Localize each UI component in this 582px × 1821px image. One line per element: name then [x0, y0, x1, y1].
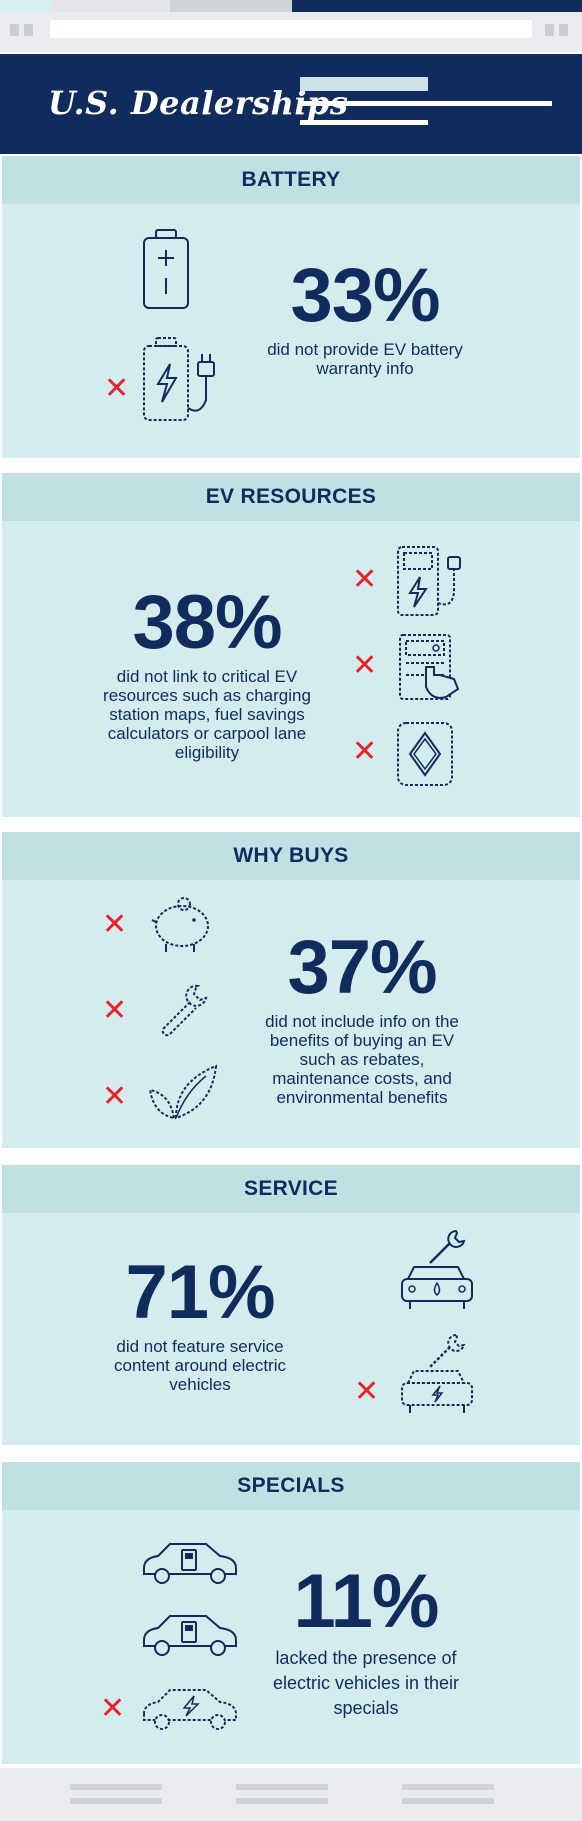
- x-mark-icon: ✕: [354, 1374, 380, 1409]
- leaf-icon: [146, 1062, 220, 1122]
- nav-forward-icon[interactable]: [24, 24, 33, 36]
- car-fuel-icon: [140, 1610, 240, 1658]
- menu-icon[interactable]: [545, 24, 554, 36]
- section-why-buys: WHY BUYS ✕ ✕ ✕ 37% did not include info …: [2, 832, 580, 1148]
- browser-tab-active[interactable]: [292, 0, 582, 12]
- ev-wrench-icon: [398, 1331, 478, 1417]
- ev-car-icon: [140, 1684, 240, 1732]
- battery-charging-plug-icon: [140, 336, 236, 424]
- section-ev-resources: EV RESOURCES 38% did not link to critica…: [2, 473, 580, 817]
- stat-description: lacked the presence of electric vehicles…: [272, 1648, 460, 1718]
- header-placeholder-bar: [300, 77, 428, 91]
- section-battery: BATTERY ✕ 33% did not provide EV battery…: [2, 156, 580, 458]
- stat-block: 38% did not link to critical EV resource…: [94, 580, 320, 763]
- header-placeholder-line: [300, 101, 552, 106]
- stat-description: did not feature service content around e…: [114, 1337, 286, 1394]
- footer-link[interactable]: [402, 1798, 494, 1804]
- nav-back-icon[interactable]: [10, 24, 19, 36]
- footer-link[interactable]: [236, 1784, 328, 1790]
- x-mark-icon: ✕: [100, 1691, 126, 1726]
- stat-block: 33% did not provide EV battery warranty …: [260, 253, 470, 379]
- stat-percent: 71%: [125, 1250, 275, 1335]
- x-mark-icon: ✕: [352, 562, 378, 597]
- footer-link[interactable]: [70, 1784, 162, 1790]
- stat-block: 71% did not feature service content arou…: [96, 1250, 304, 1395]
- touchscreen-map-icon: [396, 631, 466, 703]
- stat-percent: 37%: [287, 925, 437, 1010]
- section-title: BATTERY: [2, 156, 580, 204]
- x-mark-icon: ✕: [352, 734, 378, 769]
- section-service: SERVICE 71% did not feature service cont…: [2, 1165, 580, 1445]
- section-title: SERVICE: [2, 1165, 580, 1213]
- section-title: EV RESOURCES: [2, 473, 580, 521]
- section-title: WHY BUYS: [2, 832, 580, 880]
- page-title: U.S. Dealerships: [48, 84, 349, 122]
- stat-percent: 33%: [290, 253, 440, 338]
- stat-block: 11% lacked the presence of electric vehi…: [266, 1564, 466, 1721]
- stat-percent: 11%: [293, 1559, 440, 1644]
- piggy-bank-icon: [150, 894, 214, 956]
- ev-charging-station-icon: [394, 543, 474, 619]
- stat-description: did not provide EV battery warranty info: [267, 340, 463, 378]
- section-specials: SPECIALS ✕ 11% lacked the presence of: [2, 1462, 580, 1764]
- stat-description: did not link to critical EV resources su…: [103, 667, 311, 762]
- footer-link[interactable]: [70, 1798, 162, 1804]
- address-bar[interactable]: [50, 20, 532, 38]
- stat-block: 37% did not include info on the benefits…: [252, 925, 472, 1108]
- car-fuel-icon: [140, 1538, 240, 1586]
- browser-tab[interactable]: [0, 0, 52, 12]
- stat-description: did not include info on the benefits of …: [265, 1012, 459, 1107]
- battery-icon: [140, 228, 192, 312]
- header-placeholder-line: [300, 120, 428, 125]
- browser-chrome: [0, 0, 582, 52]
- stat-percent: 38%: [132, 580, 282, 665]
- footer-link[interactable]: [402, 1784, 494, 1790]
- page-footer: [0, 1768, 582, 1821]
- x-mark-icon: ✕: [102, 1079, 128, 1114]
- x-mark-icon: ✕: [102, 993, 128, 1028]
- footer-link[interactable]: [236, 1798, 328, 1804]
- section-title: SPECIALS: [2, 1462, 580, 1510]
- browser-tab[interactable]: [52, 0, 170, 12]
- browser-tab[interactable]: [170, 0, 292, 12]
- x-mark-icon: ✕: [102, 907, 128, 942]
- x-mark-icon: ✕: [104, 371, 130, 406]
- x-mark-icon: ✕: [352, 648, 378, 683]
- car-wrench-fuel-icon: [398, 1227, 478, 1313]
- menu-icon[interactable]: [559, 24, 568, 36]
- carpool-diamond-icon: [396, 721, 454, 787]
- wrench-icon: [154, 982, 210, 1038]
- page-header: U.S. Dealerships: [0, 54, 582, 154]
